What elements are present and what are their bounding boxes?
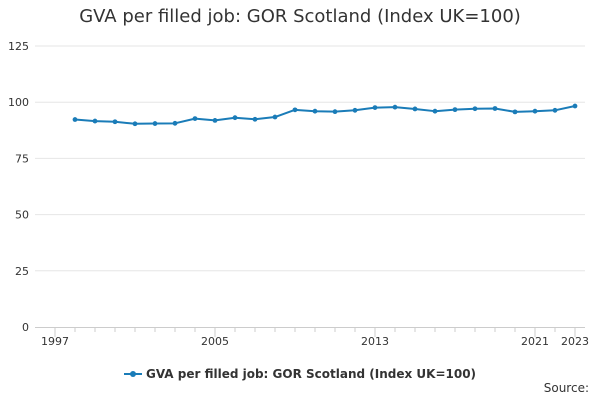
data-point (332, 109, 338, 115)
source-label: Source: (543, 381, 589, 395)
y-tick-label: 100 (8, 96, 29, 109)
data-point (572, 103, 578, 109)
data-point (532, 108, 538, 114)
y-tick-label: 25 (15, 265, 29, 278)
x-tick-label: 2023 (561, 335, 589, 348)
data-point (352, 107, 358, 113)
data-point (212, 118, 218, 123)
data-point (172, 120, 178, 126)
data-point (472, 106, 478, 112)
data-point (152, 121, 158, 126)
data-point (452, 107, 458, 113)
legend-item[interactable]: GVA per filled job: GOR Scotland (Index … (123, 367, 477, 381)
x-tick-label: 2021 (521, 335, 549, 348)
data-point (292, 107, 298, 113)
data-point (272, 114, 278, 120)
data-point (232, 115, 238, 121)
data-point (112, 119, 118, 125)
grid-lines (35, 45, 585, 272)
series-line (74, 105, 576, 125)
x-tick-label: 2013 (361, 335, 389, 348)
y-tick-label: 0 (22, 321, 29, 334)
data-point (412, 106, 418, 112)
y-tick-label: 50 (15, 209, 29, 222)
x-tick-label: 2005 (201, 335, 229, 348)
series-group (72, 103, 578, 127)
data-point (312, 108, 318, 114)
data-point (492, 106, 498, 111)
data-point (432, 108, 438, 114)
x-tick-label: 1997 (41, 335, 69, 348)
data-point (192, 116, 198, 122)
data-point (132, 121, 138, 127)
y-tick-label: 125 (8, 40, 29, 53)
y-axis-ticks: 0 25 50 75 100 125 (8, 40, 29, 334)
y-tick-label: 75 (15, 152, 29, 165)
legend-line-marker-icon (123, 371, 142, 377)
data-point (372, 105, 378, 110)
chart-title: GVA per filled job: GOR Scotland (Index … (79, 6, 521, 27)
data-point (392, 104, 398, 110)
legend[interactable]: GVA per filled job: GOR Scotland (Index … (0, 364, 600, 381)
data-point (512, 109, 518, 115)
data-point (92, 118, 98, 124)
data-point (252, 116, 258, 122)
x-axis: 1997 2005 2013 2021 2023 (35, 327, 589, 348)
data-point (552, 107, 558, 113)
data-point (72, 117, 78, 122)
legend-label: GVA per filled job: GOR Scotland (Index … (145, 367, 477, 381)
